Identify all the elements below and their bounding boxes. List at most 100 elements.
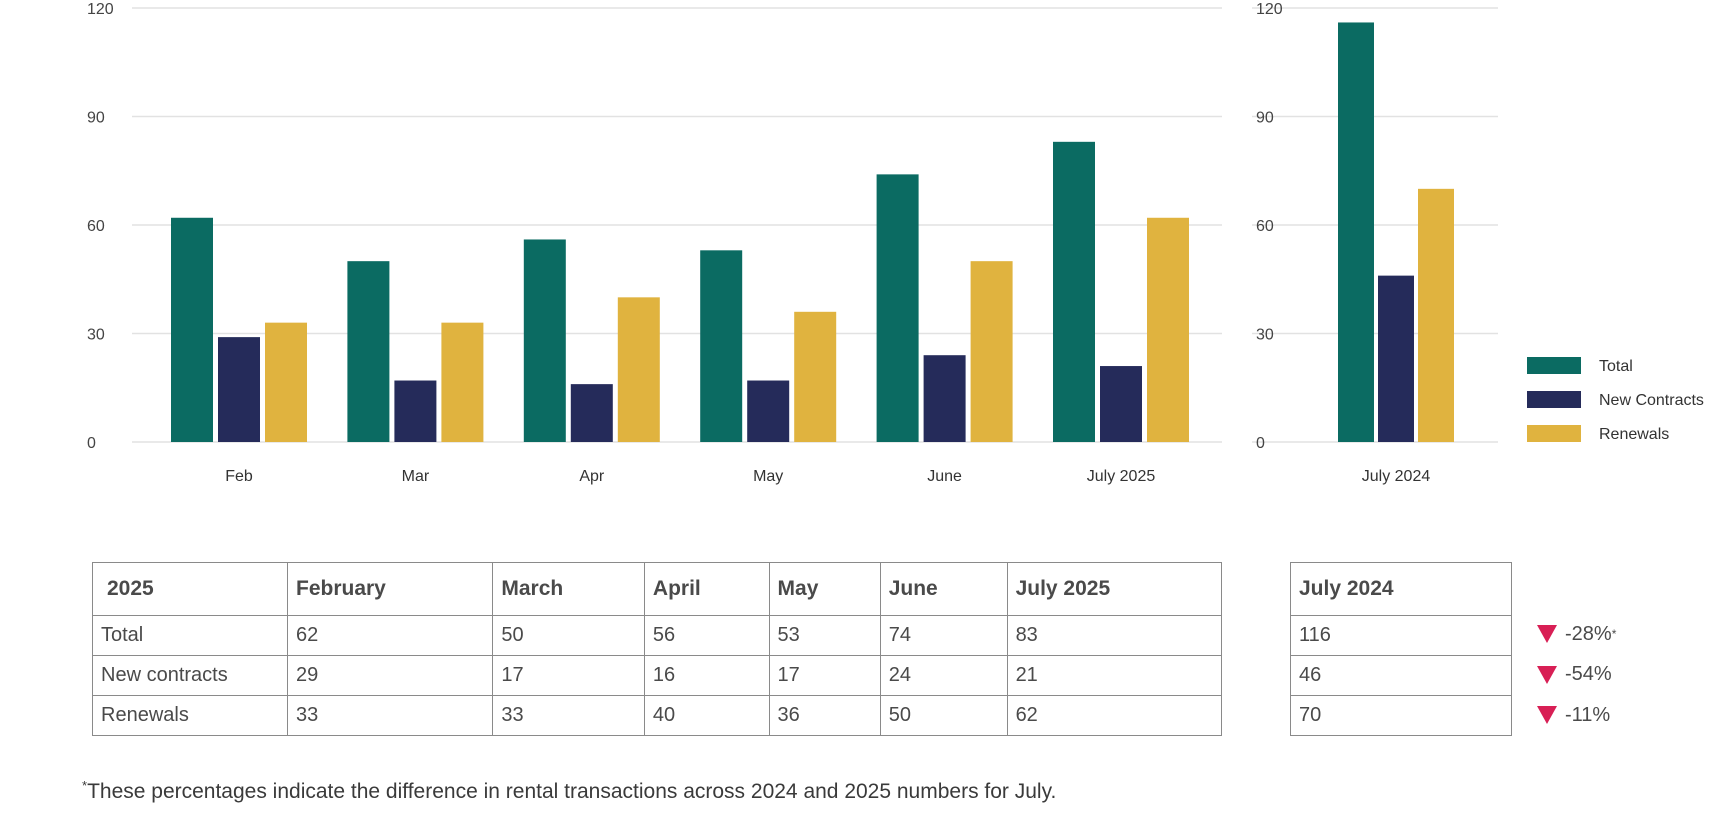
table-cell: 50 bbox=[879, 695, 1008, 736]
y-tick-label: 60 bbox=[87, 218, 105, 235]
table-2025-header-year: 2025 bbox=[92, 562, 288, 616]
bar-total-may bbox=[700, 250, 743, 442]
down-triangle-icon bbox=[1537, 706, 1557, 725]
table-row: 116 bbox=[1290, 615, 1512, 656]
table-cell: 21 bbox=[1006, 655, 1223, 696]
footnote-marker: * bbox=[82, 778, 88, 793]
table-2025-header-may: May bbox=[768, 562, 881, 616]
table-row: 70 bbox=[1290, 695, 1512, 736]
y-tick-label: 30 bbox=[87, 327, 105, 344]
x-tick-label: Apr bbox=[579, 468, 605, 485]
bar-renewals-july-2024 bbox=[1418, 188, 1454, 442]
table-cell: 33 bbox=[492, 695, 645, 736]
change-renewals: -11% bbox=[1537, 695, 1616, 736]
change-new-contracts: -54% bbox=[1537, 655, 1616, 696]
table-2025-header-july-2025: July 2025 bbox=[1006, 562, 1223, 616]
table-row: 46 bbox=[1290, 655, 1512, 696]
y-tick-label: 90 bbox=[1256, 110, 1274, 127]
table-cell: 36 bbox=[768, 695, 881, 736]
table-2025-header-april: April bbox=[643, 562, 770, 616]
bar-total-july-2025 bbox=[1053, 141, 1095, 443]
table-2025-header-row: 2025 February March April May June July … bbox=[92, 562, 1223, 616]
y-tick-label: 120 bbox=[87, 1, 114, 18]
x-tick-label: June bbox=[927, 468, 962, 485]
table-cell: 83 bbox=[1006, 615, 1223, 656]
bar-new-contracts-july-2024 bbox=[1378, 275, 1414, 442]
july-2024-bar-chart: 0 30 60 90 120 July 2024 bbox=[1252, 1, 1498, 485]
y-tick-label: 30 bbox=[1256, 327, 1274, 344]
x-tick-label: July 2024 bbox=[1362, 468, 1431, 485]
bar-total-mar bbox=[347, 261, 390, 442]
bar-total-june bbox=[876, 174, 919, 442]
legend-label-renewals: Renewals bbox=[1599, 426, 1669, 443]
change-total: -28% * bbox=[1537, 614, 1616, 655]
table-cell: 74 bbox=[879, 615, 1008, 656]
table-cell: 24 bbox=[879, 655, 1008, 696]
chart-legend: Total New Contracts Renewals bbox=[1527, 357, 1704, 443]
bar-new-contracts-mar bbox=[394, 380, 437, 442]
x-tick-label: Mar bbox=[402, 468, 430, 485]
bar-new-contracts-may bbox=[747, 380, 790, 442]
table-2024-header-july-2024: July 2024 bbox=[1290, 562, 1512, 616]
change-value: -54% bbox=[1565, 663, 1612, 686]
row-label-total: Total bbox=[92, 615, 288, 656]
table-cell: 46 bbox=[1290, 655, 1512, 696]
bar-renewals-may bbox=[794, 311, 837, 442]
table-2025-header-march: March bbox=[492, 562, 645, 616]
table-2025: 2025 February March April May June July … bbox=[92, 562, 1223, 736]
down-triangle-icon bbox=[1537, 665, 1557, 684]
table-cell: 50 bbox=[492, 615, 645, 656]
legend-swatch-total bbox=[1527, 357, 1581, 374]
legend-label-new-contracts: New Contracts bbox=[1599, 392, 1704, 409]
table-cell: 33 bbox=[286, 695, 494, 736]
table-cell: 62 bbox=[1006, 695, 1223, 736]
table-cell: 40 bbox=[643, 695, 770, 736]
bar-new-contracts-apr bbox=[570, 384, 613, 442]
y-tick-label: 60 bbox=[1256, 218, 1274, 235]
y-tick-label: 0 bbox=[87, 435, 96, 452]
table-row: Total 62 50 56 53 74 83 bbox=[92, 615, 1223, 656]
x-tick-label: May bbox=[753, 468, 783, 485]
bar-renewals-mar bbox=[441, 322, 484, 442]
bar-renewals-apr bbox=[617, 297, 660, 442]
table-cell: 16 bbox=[643, 655, 770, 696]
table-cell: 53 bbox=[768, 615, 881, 656]
table-cell: 62 bbox=[286, 615, 494, 656]
table-cell: 70 bbox=[1290, 695, 1512, 736]
table-2024-header-row: July 2024 bbox=[1290, 562, 1512, 616]
table-2025-header-february: February bbox=[286, 562, 494, 616]
y-tick-label: 90 bbox=[87, 110, 105, 127]
bar-new-contracts-july-2025 bbox=[1100, 366, 1142, 442]
monthly-bar-chart-2025: 0 30 60 90 120 Feb Mar Apr May June July 2025 bbox=[87, 1, 1222, 485]
x-tick-label: Feb bbox=[225, 468, 253, 485]
footnote-text: These percentages indicate the differenc… bbox=[87, 780, 1057, 803]
bar-new-contracts-june bbox=[923, 355, 966, 442]
yoy-change-column: -28% * -54% -11% bbox=[1537, 614, 1616, 736]
legend-swatch-new-contracts bbox=[1527, 391, 1581, 408]
row-label-new-contracts: New contracts bbox=[92, 655, 288, 696]
table-row: New contracts 29 17 16 17 24 21 bbox=[92, 655, 1223, 696]
bar-new-contracts-feb bbox=[218, 337, 260, 442]
down-triangle-icon bbox=[1537, 625, 1557, 644]
bar-renewals-july-2025 bbox=[1147, 217, 1189, 442]
legend-label-total: Total bbox=[1599, 358, 1633, 375]
charts-canvas: 0 30 60 90 120 Feb Mar Apr May June July 2025 0 30 6… bbox=[87, 1, 1704, 485]
table-cell: 17 bbox=[492, 655, 645, 696]
bar-total-apr bbox=[523, 239, 566, 442]
legend-swatch-renewals bbox=[1527, 425, 1581, 442]
row-label-renewals: Renewals bbox=[92, 695, 288, 736]
y-tick-label: 120 bbox=[1256, 1, 1283, 18]
table-2024: July 2024 116 46 70 bbox=[1290, 562, 1512, 736]
footnote: *These percentages indicate the differen… bbox=[82, 778, 1057, 804]
bar-renewals-june bbox=[970, 261, 1013, 442]
table-cell: 116 bbox=[1290, 615, 1512, 656]
y-tick-label: 0 bbox=[1256, 435, 1265, 452]
table-2025-header-june: June bbox=[879, 562, 1008, 616]
x-tick-label: July 2025 bbox=[1087, 468, 1156, 485]
change-value: -28% bbox=[1565, 622, 1612, 645]
bar-renewals-feb bbox=[265, 322, 307, 442]
change-value: -11% bbox=[1565, 703, 1611, 726]
table-cell: 56 bbox=[643, 615, 770, 656]
table-cell: 17 bbox=[768, 655, 881, 696]
table-cell: 29 bbox=[286, 655, 494, 696]
